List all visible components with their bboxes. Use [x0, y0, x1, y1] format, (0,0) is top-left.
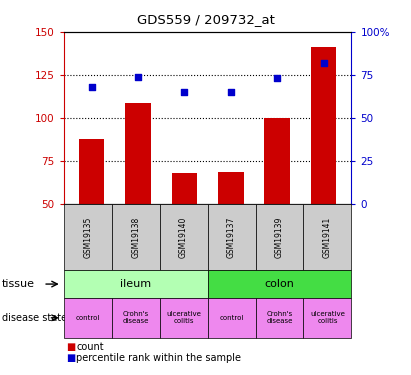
- Bar: [79, 139, 104, 204]
- Text: control: control: [76, 315, 100, 321]
- Point: [274, 75, 280, 81]
- Text: disease state: disease state: [2, 313, 67, 323]
- Text: GSM19135: GSM19135: [83, 216, 92, 258]
- Bar: [218, 172, 244, 204]
- Text: count: count: [76, 342, 104, 352]
- Text: Crohn's
disease: Crohn's disease: [122, 311, 149, 324]
- Point: [88, 84, 95, 90]
- Text: ■: ■: [66, 353, 75, 363]
- Text: tissue: tissue: [2, 279, 35, 289]
- Text: ulcerative
colitis: ulcerative colitis: [166, 311, 201, 324]
- Text: Crohn's
disease: Crohn's disease: [266, 311, 293, 324]
- Text: percentile rank within the sample: percentile rank within the sample: [76, 353, 241, 363]
- Text: colon: colon: [265, 279, 294, 289]
- Bar: [125, 103, 151, 204]
- Text: GSM19138: GSM19138: [131, 216, 140, 258]
- Text: ■: ■: [66, 342, 75, 352]
- Text: GSM19137: GSM19137: [227, 216, 236, 258]
- Text: control: control: [219, 315, 244, 321]
- Text: ileum: ileum: [120, 279, 151, 289]
- Point: [135, 74, 141, 80]
- Point: [181, 89, 188, 95]
- Text: GSM19141: GSM19141: [323, 216, 332, 258]
- Text: GSM19139: GSM19139: [275, 216, 284, 258]
- Bar: [172, 173, 197, 204]
- Text: GDS559 / 209732_at: GDS559 / 209732_at: [136, 13, 275, 26]
- Point: [320, 60, 327, 66]
- Point: [227, 89, 234, 95]
- Text: ulcerative
colitis: ulcerative colitis: [310, 311, 345, 324]
- Bar: [264, 118, 290, 204]
- Text: GSM19140: GSM19140: [179, 216, 188, 258]
- Bar: [311, 47, 336, 204]
